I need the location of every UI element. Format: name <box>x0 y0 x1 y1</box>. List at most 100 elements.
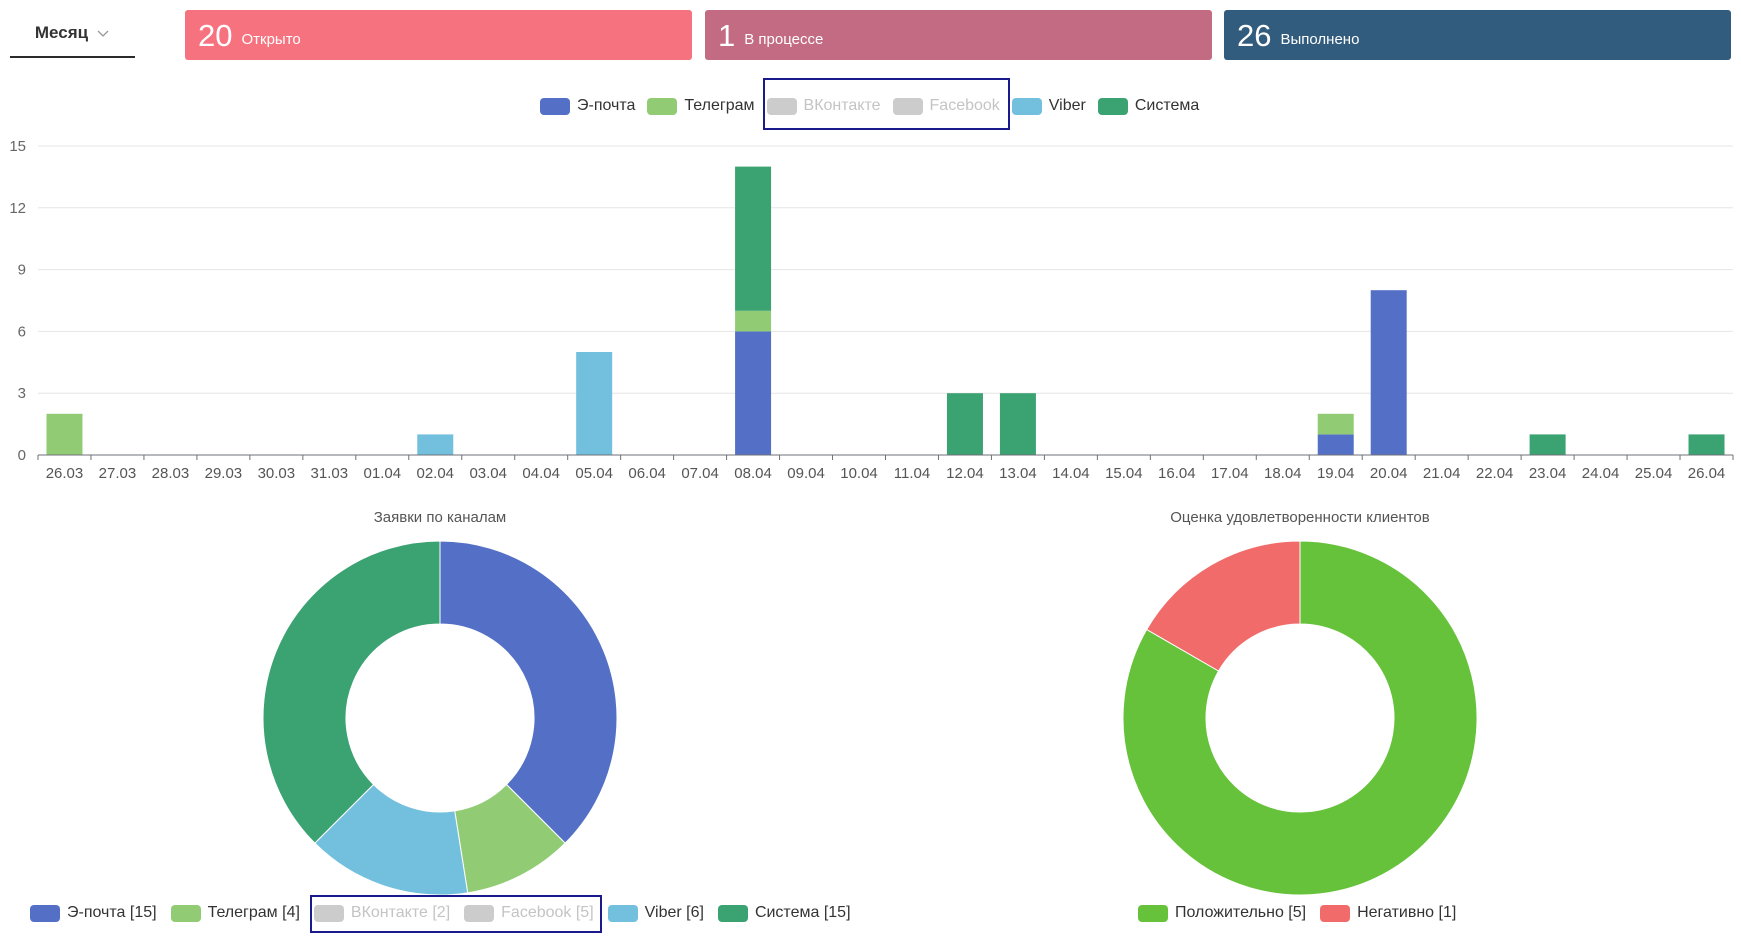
pie-channels <box>262 540 618 896</box>
bar-segment[interactable] <box>576 352 613 455</box>
x-tick-label: 24.04 <box>1582 465 1620 482</box>
x-tick-label: 14.04 <box>1052 465 1090 482</box>
x-tick-label: 02.04 <box>416 465 454 482</box>
y-tick-label: 12 <box>9 200 26 217</box>
x-tick-label: 06.04 <box>628 465 666 482</box>
legend-swatch <box>647 97 678 115</box>
legend-item-viber[interactable]: Viber <box>1011 97 1086 115</box>
legend-swatch <box>717 904 748 922</box>
x-tick-label: 04.04 <box>522 465 560 482</box>
pie-slice[interactable] <box>1146 540 1301 672</box>
stat-in-progress-value: 1 <box>718 17 736 53</box>
pie-slice[interactable] <box>439 540 618 844</box>
bar-segment[interactable] <box>946 393 983 455</box>
y-tick-label: 3 <box>18 385 26 402</box>
stat-open[interactable]: 20 Открыто <box>185 10 692 60</box>
legend-swatch <box>540 97 570 115</box>
disabled-channels-highlight <box>763 78 1010 130</box>
y-tick-label: 15 <box>9 138 26 155</box>
stat-done-value: 26 <box>1237 17 1272 53</box>
disabled-pie-channels-highlight <box>310 895 602 933</box>
legend-item-facebook[interactable]: Facebook <box>892 97 1000 115</box>
bar-segment[interactable] <box>735 310 772 332</box>
x-tick-label: 19.04 <box>1317 465 1355 482</box>
x-tick-label: 10.04 <box>840 465 878 482</box>
bar-segment[interactable] <box>1317 434 1354 455</box>
x-tick-label: 17.04 <box>1211 465 1249 482</box>
bar-segment[interactable] <box>1688 434 1725 455</box>
bar-segment[interactable] <box>1317 413 1354 435</box>
pie-legend-item-email[interactable]: Э-почта [15] <box>30 904 157 922</box>
bar-chart: 0 3 6 9 12 15 26.03 27.03 28.03 29.03 30.03 31.03 01… <box>9 138 1734 482</box>
x-tick-label: 20.04 <box>1370 465 1408 482</box>
x-tick-label: 26.03 <box>46 465 84 482</box>
x-tick-label: 01.04 <box>364 465 402 482</box>
x-tick-label: 22.04 <box>1476 465 1514 482</box>
x-tick-label: 23.04 <box>1529 465 1567 482</box>
legend-item-email[interactable]: Э-почта <box>540 97 635 115</box>
x-tick-label: 05.04 <box>575 465 613 482</box>
pie-legend-item-system[interactable]: Система [15] <box>717 904 851 922</box>
stat-done[interactable]: 26 Выполнено <box>1224 10 1731 60</box>
legend-swatch <box>1011 97 1042 115</box>
x-tick-label: 29.03 <box>205 465 243 482</box>
pie-legend-item-facebook[interactable]: Facebook [5] <box>464 904 594 922</box>
y-tick-label: 9 <box>18 262 26 279</box>
x-tick-label: 26.04 <box>1688 465 1726 482</box>
bar-segment[interactable] <box>1370 290 1407 455</box>
y-tick-label: 0 <box>18 447 26 464</box>
pie-satisfaction-legend: Положительно [5] Негативно [1] <box>1138 903 1456 923</box>
pie-slice[interactable] <box>262 540 441 844</box>
bar-chart-legend: Э-почта Телеграм ВКонтакте Facebook Vibe… <box>540 96 1199 116</box>
x-tick-label: 28.03 <box>152 465 190 482</box>
legend-swatch <box>766 97 797 115</box>
chevron-down-icon <box>97 30 109 37</box>
x-tick-label: 03.04 <box>469 465 507 482</box>
bar-segment[interactable] <box>999 393 1036 455</box>
pie-legend-item-viber[interactable]: Viber [6] <box>607 904 704 922</box>
bar-segment[interactable] <box>735 331 772 455</box>
legend-item-vkontakte[interactable]: ВКонтакте <box>766 97 881 115</box>
x-tick-label: 25.04 <box>1635 465 1673 482</box>
x-tick-label: 12.04 <box>946 465 984 482</box>
pie-legend-item-telegram[interactable]: Телеграм [4] <box>170 904 300 922</box>
bar-segment[interactable] <box>46 413 83 455</box>
x-tick-label: 15.04 <box>1105 465 1143 482</box>
y-tick-label: 6 <box>18 323 26 340</box>
x-tick-label: 07.04 <box>681 465 719 482</box>
pie-legend-item-negative[interactable]: Негативно [1] <box>1320 904 1456 922</box>
x-tick-label: 09.04 <box>787 465 825 482</box>
bar-segment[interactable] <box>417 434 454 455</box>
legend-swatch <box>607 904 638 922</box>
x-tick-label: 27.03 <box>99 465 137 482</box>
legend-item-system[interactable]: Система <box>1097 97 1199 115</box>
pie-slice[interactable] <box>1122 540 1478 896</box>
bar-segment[interactable] <box>735 166 772 311</box>
bar-segment[interactable] <box>1529 434 1566 455</box>
x-tick-label: 16.04 <box>1158 465 1196 482</box>
x-tick-label: 11.04 <box>894 465 930 482</box>
stat-in-progress[interactable]: 1 В процессе <box>705 10 1212 60</box>
legend-swatch <box>1320 904 1351 922</box>
x-tick-label: 21.04 <box>1423 465 1461 482</box>
pie-legend-item-positive[interactable]: Положительно [5] <box>1138 904 1306 922</box>
stat-in-progress-label: В процессе <box>744 30 824 48</box>
legend-item-telegram[interactable]: Телеграм <box>647 97 755 115</box>
legend-swatch <box>313 904 344 922</box>
stat-done-label: Выполнено <box>1280 30 1360 48</box>
pie-satisfaction-title: Оценка удовлетворенности клиентов <box>1170 509 1430 526</box>
stat-open-value: 20 <box>198 17 233 53</box>
period-dropdown[interactable]: Месяц <box>10 10 135 58</box>
pie-slice[interactable] <box>314 783 469 896</box>
stat-open-label: Открыто <box>241 30 301 48</box>
x-tick-label: 13.04 <box>999 465 1037 482</box>
legend-swatch <box>892 97 923 115</box>
pie-channels-title: Заявки по каналам <box>373 509 507 526</box>
legend-swatch <box>30 904 60 922</box>
x-tick-label: 18.04 <box>1264 465 1302 482</box>
legend-swatch <box>170 904 201 922</box>
legend-swatch <box>1097 97 1128 115</box>
x-tick-label: 08.04 <box>734 465 772 482</box>
pie-channels-legend: Э-почта [15] Телеграм [4] ВКонтакте [2] … <box>30 903 851 923</box>
pie-legend-item-vkontakte[interactable]: ВКонтакте [2] <box>313 904 450 922</box>
